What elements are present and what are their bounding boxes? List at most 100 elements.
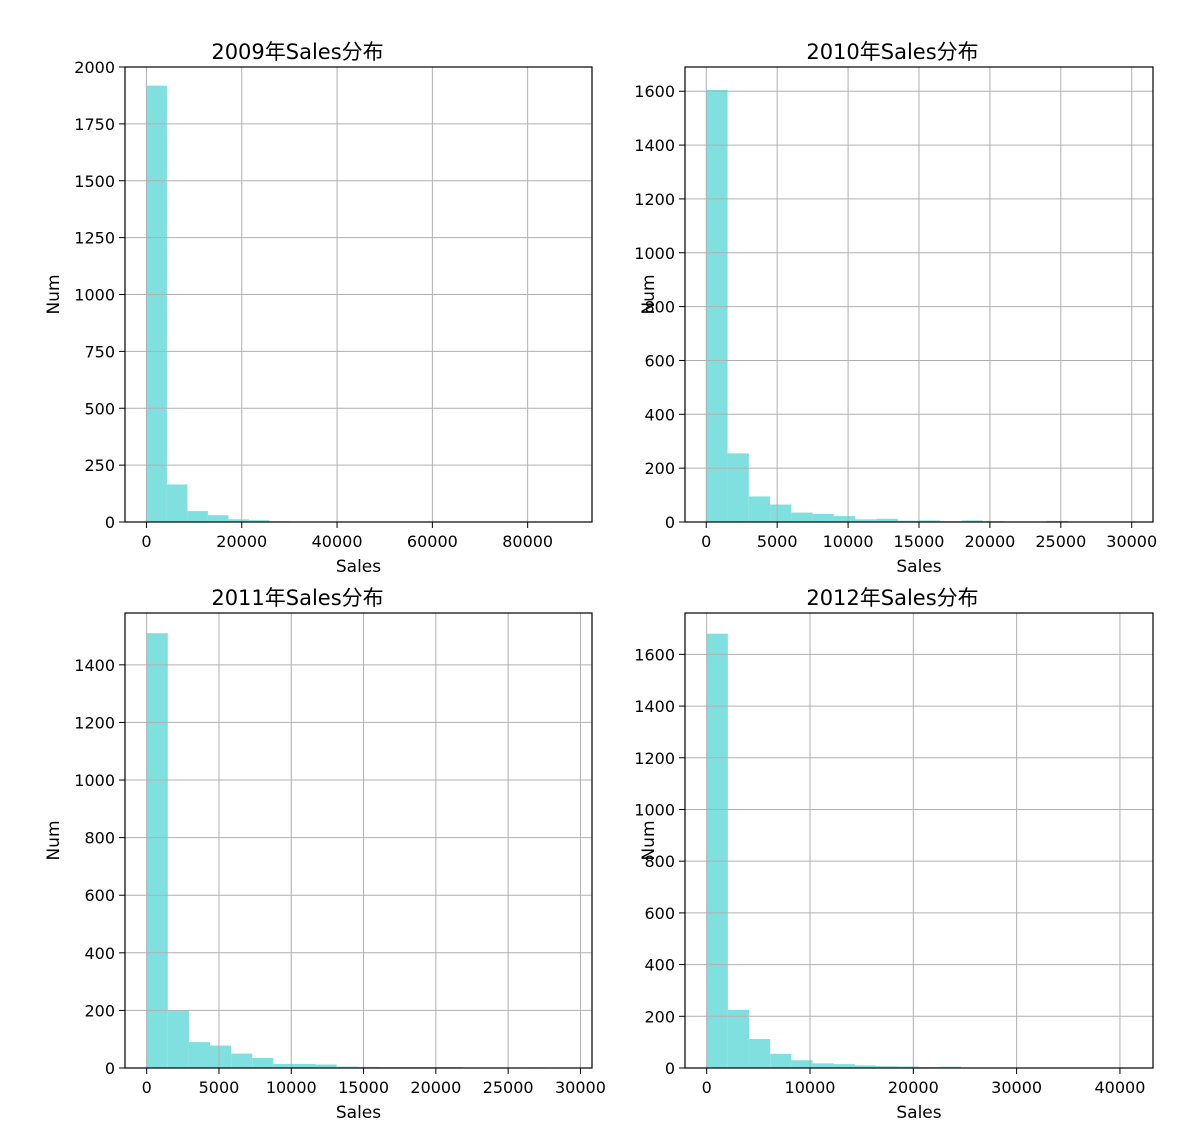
x-tick-label: 20000 <box>216 532 267 551</box>
grid <box>685 613 1153 1069</box>
chart-svg: 0 20000 40000 60000 80000 0 250 500 750 1000 1250 1… <box>44 58 593 577</box>
histogram-bar <box>876 1066 898 1068</box>
histogram-bar <box>727 453 749 522</box>
x-tick-label: 40000 <box>1094 1078 1145 1097</box>
histogram-bar <box>146 633 168 1068</box>
histogram-bar <box>187 511 208 522</box>
y-tick-label: 0 <box>105 1059 115 1078</box>
x-tick-label: 10000 <box>266 1078 317 1097</box>
y-tick-label: 1000 <box>74 771 115 790</box>
histogram-bar <box>749 1039 771 1068</box>
y-tick-label: 750 <box>84 342 115 361</box>
histogram-bar <box>336 1066 358 1068</box>
x-tick-label: 0 <box>701 532 711 551</box>
x-tick-label: 30000 <box>555 1078 606 1097</box>
x-tick-label: 15000 <box>338 1078 389 1097</box>
y-tick-label: 1600 <box>634 645 675 664</box>
y-tick-label: 1400 <box>634 136 675 155</box>
x-axis-label: Sales <box>896 1103 941 1123</box>
x-tick-label: 0 <box>141 532 151 551</box>
chart-title: 2010年Sales分布 <box>806 40 979 64</box>
chart-title: 2012年Sales分布 <box>806 586 979 610</box>
y-tick-label: 1200 <box>634 190 675 209</box>
y-tick-label: 1250 <box>74 229 115 248</box>
histogram-bar <box>146 85 167 522</box>
y-tick-label: 800 <box>644 298 675 317</box>
x-axis-label: Sales <box>336 557 381 577</box>
x-tick-label: 0 <box>702 1078 712 1097</box>
axes-frame <box>124 612 593 1069</box>
x-axis-label: Sales <box>896 557 941 577</box>
histogram-bar <box>231 1053 253 1068</box>
histogram-bar <box>855 519 877 522</box>
y-tick-label: 1400 <box>634 697 675 716</box>
histogram-bar <box>294 1063 316 1068</box>
x-tick-label: 80000 <box>502 532 553 551</box>
histogram-bar <box>207 515 229 522</box>
y-tick-label: 1600 <box>634 82 675 101</box>
y-tick-label: 400 <box>84 944 115 963</box>
histogram-bar <box>791 1060 813 1068</box>
grid <box>125 66 592 523</box>
y-tick-label: 0 <box>105 513 115 532</box>
y-tick-label: 1500 <box>74 172 115 191</box>
histogram-bar <box>876 518 898 522</box>
y-tick-label: 250 <box>84 456 115 475</box>
y-tick-label: 1000 <box>634 800 675 819</box>
histogram-bar <box>812 513 834 522</box>
y-tick-label: 200 <box>84 1001 115 1020</box>
histogram-bar <box>833 516 856 522</box>
histogram-bar <box>166 484 188 522</box>
y-tick-label: 600 <box>644 904 675 923</box>
grid <box>125 613 592 1069</box>
chart-panel-2012: 2012年Sales分布 0 10000 20000 30000 40000 0 200 40… <box>595 571 1190 1142</box>
y-tick-label: 200 <box>644 459 675 478</box>
histogram-bar <box>897 1066 919 1068</box>
histogram-bar <box>210 1045 232 1068</box>
histogram-bar <box>248 520 270 522</box>
histogram-bar <box>770 504 792 522</box>
histogram-bar <box>748 496 771 522</box>
x-tick-label: 30000 <box>1106 532 1157 551</box>
y-tick-label: 1750 <box>74 115 115 134</box>
chart-panel-2009: 2009年Sales分布 0 20000 40000 60000 80000 0 250 50… <box>0 0 595 577</box>
histogram-bar <box>854 1065 877 1068</box>
x-tick-label: 10000 <box>823 532 874 551</box>
x-tick-label: 5000 <box>757 532 798 551</box>
x-tick-label: 40000 <box>312 532 363 551</box>
y-axis-label: Num <box>44 820 64 860</box>
x-axis-label: Sales <box>336 1103 381 1123</box>
x-tick-label: 25000 <box>1035 532 1086 551</box>
y-tick-label: 200 <box>644 1007 675 1026</box>
y-tick-label: 400 <box>644 405 675 424</box>
x-tick-label: 15000 <box>894 532 945 551</box>
bars <box>146 633 569 1068</box>
x-tick-label: 60000 <box>407 532 458 551</box>
histogram-bar <box>706 89 728 522</box>
y-tick-label: 800 <box>644 852 675 871</box>
y-tick-label: 800 <box>84 829 115 848</box>
x-tick-label: 0 <box>142 1078 152 1097</box>
histogram-bar <box>228 519 249 522</box>
x-tick-label: 20000 <box>964 532 1015 551</box>
histogram-bar <box>188 1042 211 1068</box>
y-tick-label: 1000 <box>74 286 115 305</box>
axes-frame <box>684 612 1154 1069</box>
histogram-bar <box>167 1010 189 1068</box>
chart-panel-2011: 2011年Sales分布 0 5000 10000 15000 20000 25000 30… <box>0 571 606 1142</box>
histogram-bar <box>897 520 919 522</box>
x-tick-label: 20000 <box>888 1078 939 1097</box>
x-tick-label: 30000 <box>991 1078 1042 1097</box>
bars <box>706 633 1131 1068</box>
histogram-bar <box>727 1009 750 1068</box>
chart-panel-2010: 2010年Sales分布 0 5000 10000 15000 20000 25000 30… <box>595 0 1190 577</box>
histogram-bar <box>919 520 941 522</box>
y-axis-label: Num <box>639 820 659 860</box>
y-tick-label: 1200 <box>74 713 115 732</box>
y-tick-label: 2000 <box>74 58 115 77</box>
y-tick-label: 0 <box>665 1059 675 1078</box>
x-tick-label: 25000 <box>483 1078 534 1097</box>
histogram-bar <box>770 1053 792 1068</box>
histogram-bar <box>833 1064 855 1068</box>
histogram-bar <box>939 1066 961 1068</box>
